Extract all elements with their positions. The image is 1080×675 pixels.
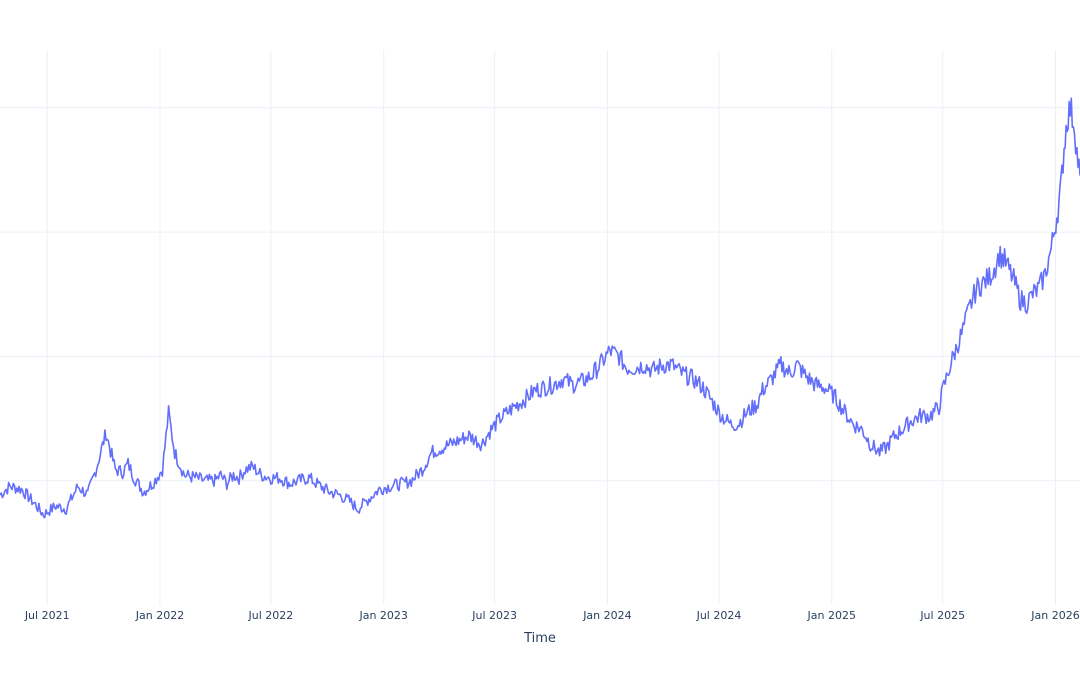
- x-axis-title: Time: [523, 631, 556, 646]
- x-tick-label-6: Jul 2024: [696, 609, 742, 622]
- series-line[interactable]: [0, 97, 1080, 519]
- x-tick-label-0: Jul 2021: [24, 609, 70, 622]
- x-tick-label-1: Jan 2022: [135, 609, 184, 622]
- x-tick-label-9: Jan 2026: [1030, 609, 1079, 622]
- x-tick-label-7: Jan 2025: [807, 609, 856, 622]
- grid-lines: [0, 50, 1080, 605]
- x-tick-label-3: Jan 2023: [358, 609, 407, 622]
- x-tick-label-5: Jan 2024: [582, 609, 631, 622]
- x-axis-ticks: Jul 2021 Jan 2022 Jul 2022 Jan 2023 Jul 2023…: [24, 609, 1080, 622]
- x-tick-label-8: Jul 2025: [919, 609, 965, 622]
- x-tick-label-2: Jul 2022: [248, 609, 294, 622]
- x-tick-label-4: Jul 2023: [471, 609, 517, 622]
